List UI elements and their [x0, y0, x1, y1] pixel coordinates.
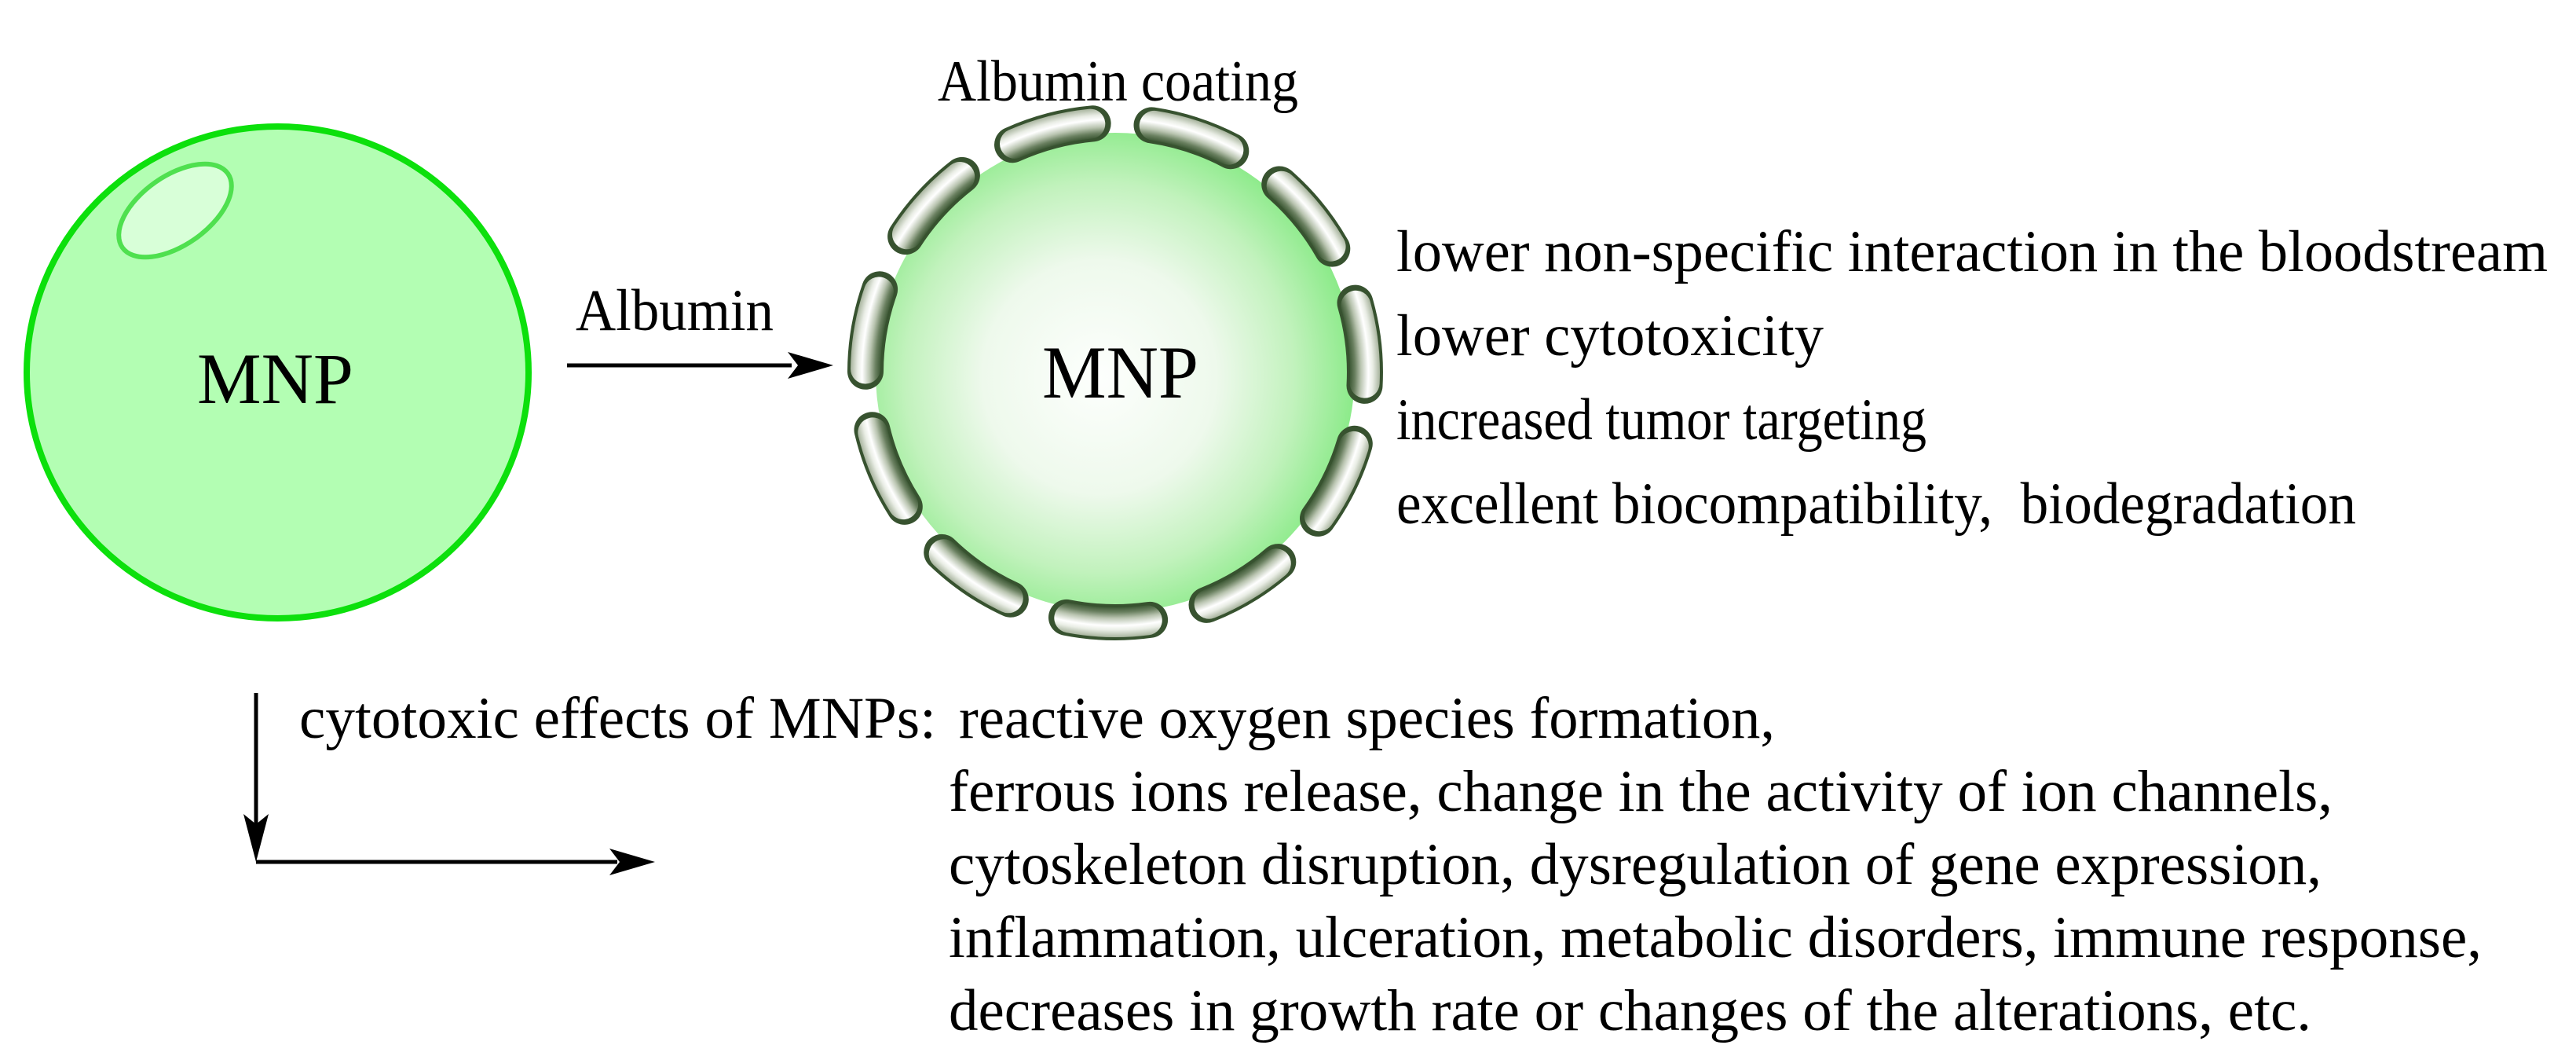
svg-text:lower cytotoxicity: lower cytotoxicity [1396, 303, 1824, 368]
svg-text:cytotoxic effects of MNPs:: cytotoxic effects of MNPs: [299, 686, 936, 751]
svg-text:increased tumor targeting: increased tumor targeting [1396, 387, 1927, 453]
svg-text:ferrous ions release, change i: ferrous ions release, change in the acti… [949, 759, 2333, 824]
svg-text:excellent biocompatibility, b: excellent biocompatibility, biodegradati… [1396, 471, 2356, 537]
svg-text:Albumin: Albumin [576, 278, 774, 343]
svg-text:MNP: MNP [197, 339, 353, 419]
svg-text:reactive oxygen species format: reactive oxygen species formation, [959, 686, 1775, 751]
svg-text:lower non-specific interaction: lower non-specific interaction in the bl… [1396, 219, 2548, 284]
svg-text:MNP: MNP [1042, 331, 1198, 414]
svg-text:cytoskeleton disruption, dysre: cytoskeleton disruption, dysregulation o… [949, 832, 2322, 897]
svg-text:inflammation, ulceration, meta: inflammation, ulceration, metabolic diso… [949, 905, 2482, 970]
svg-text:Albumin coating: Albumin coating [938, 50, 1298, 114]
svg-text:decreases in growth rate or ch: decreases in growth rate or changes of t… [949, 978, 2311, 1043]
